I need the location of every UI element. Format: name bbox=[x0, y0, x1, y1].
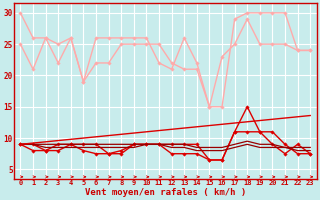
X-axis label: Vent moyen/en rafales ( km/h ): Vent moyen/en rafales ( km/h ) bbox=[85, 188, 246, 197]
